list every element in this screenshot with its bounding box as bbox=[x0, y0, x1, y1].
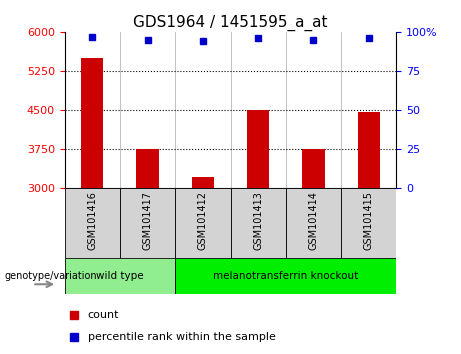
Bar bbox=[120, 188, 175, 258]
Text: percentile rank within the sample: percentile rank within the sample bbox=[88, 332, 276, 342]
Bar bbox=[136, 149, 159, 188]
Text: melanotransferrin knockout: melanotransferrin knockout bbox=[213, 271, 359, 281]
Bar bbox=[175, 258, 396, 294]
Bar bbox=[247, 110, 269, 188]
Bar bbox=[230, 188, 286, 258]
Text: GSM101416: GSM101416 bbox=[87, 191, 97, 250]
Bar bbox=[286, 188, 341, 258]
Title: GDS1964 / 1451595_a_at: GDS1964 / 1451595_a_at bbox=[133, 14, 328, 30]
Bar bbox=[302, 149, 325, 188]
Text: GSM101417: GSM101417 bbox=[142, 191, 153, 250]
Bar bbox=[65, 258, 175, 294]
Text: wild type: wild type bbox=[96, 271, 144, 281]
Text: count: count bbox=[88, 310, 119, 320]
Bar bbox=[341, 188, 396, 258]
Bar bbox=[175, 188, 230, 258]
Text: GSM101415: GSM101415 bbox=[364, 191, 374, 250]
Text: GSM101413: GSM101413 bbox=[253, 191, 263, 250]
Bar bbox=[65, 188, 120, 258]
Bar bbox=[81, 58, 103, 188]
Text: GSM101412: GSM101412 bbox=[198, 191, 208, 250]
Text: genotype/variation: genotype/variation bbox=[5, 271, 97, 281]
Bar bbox=[358, 112, 380, 188]
Text: GSM101414: GSM101414 bbox=[308, 191, 319, 250]
Bar bbox=[192, 177, 214, 188]
